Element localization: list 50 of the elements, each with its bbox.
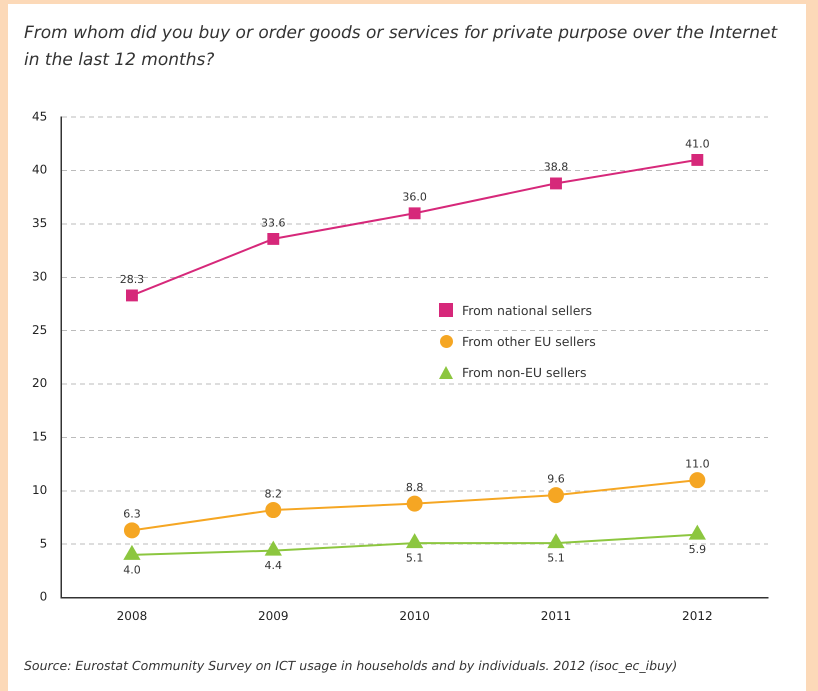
point (267, 232, 280, 245)
point (548, 487, 564, 504)
y-tick-label: 0 (40, 590, 48, 604)
x-tick-label: 2009 (258, 608, 289, 623)
point (124, 546, 140, 560)
y-tick-label: 30 (32, 269, 48, 284)
data-label: 38.8 (544, 160, 568, 174)
y-tick-label: 15 (32, 430, 48, 444)
data-label: 9.6 (547, 472, 565, 486)
point (406, 534, 423, 548)
point (691, 154, 704, 166)
data-label: 8.2 (264, 487, 282, 500)
legend-label: From non-EU sellers (462, 364, 586, 380)
x-tick-label: 2012 (682, 608, 713, 623)
point (124, 522, 140, 538)
y-tick-label: 10 (32, 482, 48, 497)
data-label: 6.3 (123, 508, 141, 521)
x-tick-label: 2008 (116, 608, 148, 623)
data-label: 5.1 (547, 552, 565, 565)
point (265, 502, 282, 518)
data-label: 36.0 (402, 190, 427, 204)
y-tick-label: 45 (32, 109, 48, 124)
data-label: 4.0 (123, 563, 141, 576)
point (406, 496, 423, 512)
data-label: 28.3 (120, 272, 144, 286)
point (689, 472, 706, 488)
chart-title: From whom did you buy or order goods or services for private purpose over the Internet in the last 12 months? (24, 22, 779, 72)
data-label: 4.4 (264, 558, 282, 572)
legend-label: From other EU sellers (462, 334, 596, 349)
data-label: 11.0 (685, 458, 710, 471)
y-tick-label: 35 (32, 216, 48, 230)
point (550, 177, 562, 190)
data-label: 33.6 (261, 216, 286, 230)
data-label: 5.1 (406, 552, 424, 565)
point (689, 526, 706, 540)
point (265, 542, 282, 556)
point (548, 534, 564, 548)
y-tick-label: 20 (32, 376, 48, 390)
data-label: 8.8 (406, 481, 424, 494)
point (408, 207, 421, 220)
y-tick-label: 40 (32, 162, 48, 177)
source-note: Source: Eurostat Community Survey on ICT usage in households and by individuals. 2012 (isoc_ec_ibuy) (24, 658, 678, 673)
x-tick-label: 2011 (540, 608, 572, 623)
x-tick-label: 2010 (399, 608, 430, 623)
y-tick-label: 25 (32, 322, 48, 337)
data-label: 5.9 (688, 542, 706, 556)
data-label: 41.0 (685, 137, 710, 150)
y-tick-label: 5 (40, 536, 48, 550)
legend-label: From national sellers (462, 302, 592, 318)
point (126, 290, 138, 302)
